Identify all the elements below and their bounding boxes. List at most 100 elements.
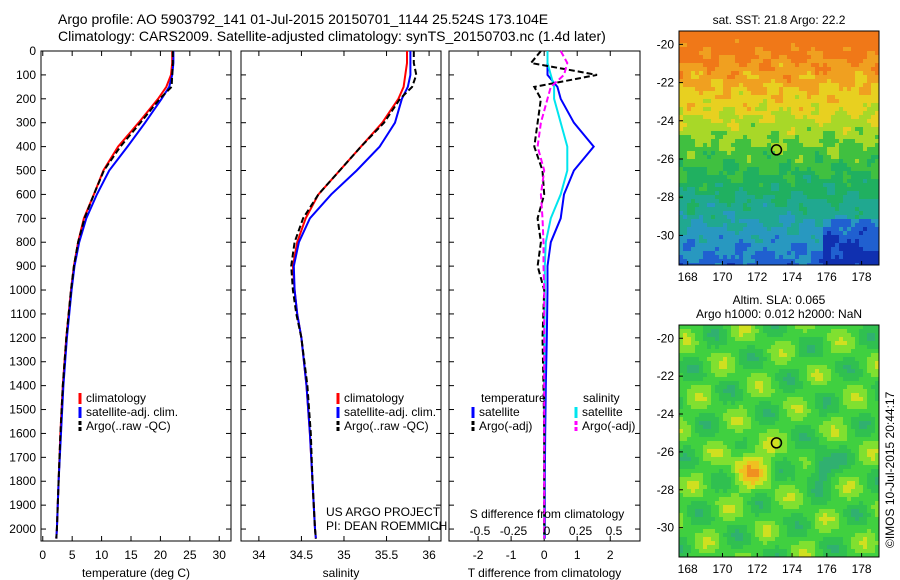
y-tick-label: 800 <box>16 235 36 249</box>
series-line-satellite-adj-clim- <box>292 51 412 539</box>
s-diff-tick-label: 0.5 <box>606 524 623 538</box>
salinity-frame <box>240 50 442 542</box>
map-y-tick-label: -20 <box>657 37 675 51</box>
x-tick-label: 2 <box>607 548 614 562</box>
x-tick-label: -1 <box>506 548 517 562</box>
s-diff-tick-label: 0 <box>544 524 551 538</box>
y-tick-label: 100 <box>16 68 36 82</box>
series-line-t-satellite <box>543 51 595 539</box>
map-y-tick-label: -22 <box>657 369 675 383</box>
legend-1-1-label: satellite-adj. clim. <box>344 405 436 419</box>
x-tick-label: 25 <box>183 548 197 562</box>
series-line-climatology <box>55 51 174 539</box>
x-tick-label: 10 <box>95 548 109 562</box>
map-x-tick-label: 172 <box>747 562 767 576</box>
temperature-xlabel: temperature (deg C) <box>82 566 190 580</box>
legend-s-sat-label: satellite <box>582 405 623 419</box>
x-tick-label: 30 <box>213 548 227 562</box>
legend-t-sat-label: satellite <box>479 405 520 419</box>
temperature-frame <box>40 50 232 542</box>
legend-0-0-label: climatology <box>86 391 146 405</box>
x-tick-label: 34.5 <box>290 548 314 562</box>
title-line-1: Argo profile: AO 5903792_141 01-Jul-2015… <box>58 11 549 27</box>
x-tick-label: 20 <box>154 548 168 562</box>
x-tick-label: 35 <box>337 548 351 562</box>
map-y-tick-label: -26 <box>657 445 675 459</box>
map-x-tick-label: 176 <box>817 270 837 284</box>
legend-1-0-label: climatology <box>344 391 404 405</box>
map-x-tick-label: 178 <box>852 270 872 284</box>
s-diff-tick-label: -0.25 <box>500 524 528 538</box>
map-y-tick-label: -24 <box>657 407 675 421</box>
x-tick-label: 5 <box>69 548 76 562</box>
map-y-tick-label: -30 <box>657 521 675 535</box>
map-y-tick-label: -28 <box>657 483 675 497</box>
credit-line-2: PI: DEAN ROEMMICH <box>326 519 447 533</box>
map-y-tick-label: -24 <box>657 114 675 128</box>
y-tick-label: 1600 <box>9 426 36 440</box>
difference-xlabel: T difference from climatology <box>468 566 622 580</box>
y-tick-label: 2000 <box>9 522 36 536</box>
series-line-argo-raw-qc- <box>55 51 174 539</box>
x-tick-label: 34 <box>252 548 266 562</box>
map-x-tick-label: 168 <box>678 562 698 576</box>
sst-map-frame <box>678 30 880 266</box>
s-diff-tick-label: 0.25 <box>569 524 593 538</box>
y-tick-label: 1000 <box>9 283 36 297</box>
y-tick-label: 900 <box>16 259 36 273</box>
x-tick-label: 1 <box>574 548 581 562</box>
legend-s-title: salinity <box>583 391 620 405</box>
x-tick-label: 0 <box>541 548 548 562</box>
map-x-tick-label: 172 <box>747 270 767 284</box>
argo-position-marker <box>770 144 783 156</box>
y-tick-label: 1500 <box>9 403 36 417</box>
y-tick-label: 1300 <box>9 355 36 369</box>
legend-0-2-label: Argo(..raw -QC) <box>86 419 171 433</box>
y-tick-label: 400 <box>16 140 36 154</box>
map-y-tick-label: -30 <box>657 228 675 242</box>
sla-map-title: Altim. SLA: 0.065 <box>733 293 826 307</box>
y-tick-label: 200 <box>16 92 36 106</box>
x-tick-label: 36 <box>422 548 436 562</box>
legend-t-title: temperature <box>481 391 546 405</box>
salinity-xlabel: salinity <box>323 566 360 580</box>
y-tick-label: 700 <box>16 211 36 225</box>
s-diff-xlabel: S difference from climatology <box>470 507 625 521</box>
sla-map-frame <box>678 324 880 558</box>
series-line-s-argo-adj-scaled-to-t-axis- <box>536 50 569 539</box>
x-tick-label: -2 <box>473 548 484 562</box>
credit-line-1: US ARGO PROJECT <box>326 505 441 519</box>
sst-map-title: sat. SST: 21.8 Argo: 22.2 <box>713 13 846 27</box>
y-tick-label: 300 <box>16 116 36 130</box>
y-tick-label: 1100 <box>10 307 36 321</box>
y-tick-label: 1900 <box>9 498 36 512</box>
map-x-tick-label: 174 <box>782 562 802 576</box>
map-y-tick-label: -26 <box>657 152 675 166</box>
argo-position-marker <box>770 437 783 449</box>
series-line-satellite-adj-clim- <box>55 51 175 539</box>
map-y-tick-label: -20 <box>657 331 675 345</box>
map-y-tick-label: -28 <box>657 190 675 204</box>
y-tick-label: 0 <box>29 44 36 58</box>
x-tick-label: 35.5 <box>375 548 399 562</box>
y-tick-label: 500 <box>16 164 36 178</box>
y-tick-label: 600 <box>16 187 36 201</box>
series-line-argo-raw-qc- <box>290 51 418 539</box>
map-x-tick-label: 168 <box>678 270 698 284</box>
x-tick-label: 15 <box>124 548 138 562</box>
map-x-tick-label: 170 <box>712 270 732 284</box>
series-line-climatology <box>291 51 408 539</box>
y-tick-label: 1700 <box>9 450 36 464</box>
y-tick-label: 1200 <box>9 331 36 345</box>
map-x-tick-label: 178 <box>852 562 872 576</box>
y-tick-label: 1800 <box>9 474 36 488</box>
sla-map-image <box>679 325 879 557</box>
map-y-tick-label: -22 <box>657 76 675 90</box>
series-line-t-argo-adj- <box>529 50 598 539</box>
map-x-tick-label: 170 <box>712 562 732 576</box>
s-diff-tick-label: -0.5 <box>470 524 491 538</box>
legend-1-2-label: Argo(..raw -QC) <box>344 419 429 433</box>
map-x-tick-label: 176 <box>817 562 837 576</box>
